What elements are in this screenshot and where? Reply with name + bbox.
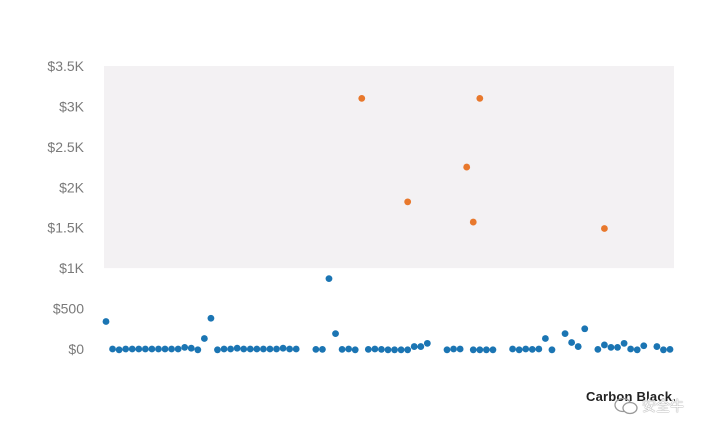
data-point-high	[601, 225, 608, 232]
data-point	[515, 346, 523, 354]
data-point	[594, 346, 602, 353]
data-point	[640, 342, 648, 350]
data-point	[548, 346, 556, 354]
data-point	[194, 346, 202, 354]
y-tick-label: $500	[53, 301, 84, 317]
data-point	[332, 330, 339, 338]
data-point	[227, 345, 235, 353]
data-point	[345, 345, 353, 353]
data-point	[286, 345, 294, 353]
data-point	[253, 345, 261, 353]
data-point	[135, 345, 143, 353]
data-point	[181, 343, 189, 351]
data-point	[207, 314, 215, 322]
data-point	[102, 318, 110, 325]
data-point	[115, 346, 123, 354]
data-point	[620, 339, 628, 347]
data-point	[601, 341, 608, 349]
data-point	[607, 343, 615, 351]
y-tick-label: $2K	[59, 179, 85, 195]
data-point	[371, 345, 379, 353]
data-point	[319, 346, 326, 353]
data-point-high	[463, 163, 471, 171]
data-point	[312, 346, 320, 353]
data-point	[109, 345, 116, 353]
data-point	[541, 335, 549, 342]
data-point	[627, 345, 635, 353]
wechat-icon	[614, 397, 638, 415]
data-point	[417, 343, 425, 350]
data-point	[522, 345, 530, 353]
data-point	[338, 346, 346, 353]
data-point	[214, 346, 221, 354]
y-tick-label: $0	[68, 341, 84, 357]
data-point	[443, 346, 451, 354]
data-point	[653, 343, 661, 350]
data-point	[404, 346, 412, 354]
data-point	[568, 339, 576, 346]
carbon-black-logo: Carbon Black.	[586, 389, 677, 404]
data-point	[266, 345, 274, 353]
data-point	[535, 345, 543, 353]
data-point-high	[404, 198, 412, 206]
y-tick-label: $1K	[59, 260, 85, 276]
data-point	[155, 345, 162, 353]
data-point	[391, 346, 398, 354]
data-point	[450, 345, 457, 353]
data-point	[469, 346, 477, 354]
data-point	[246, 345, 254, 353]
data-point	[423, 339, 431, 347]
watermark-text: 安全牛	[642, 399, 684, 415]
data-point	[528, 346, 536, 353]
data-point	[397, 346, 405, 354]
data-point	[633, 346, 641, 354]
data-point	[410, 343, 418, 350]
data-point	[351, 346, 359, 354]
data-points	[102, 94, 674, 354]
data-point	[378, 346, 385, 353]
y-tick-label: $1.5K	[47, 220, 84, 236]
data-point	[128, 345, 136, 353]
data-point	[660, 346, 667, 354]
data-point	[161, 345, 169, 353]
data-point	[614, 343, 621, 351]
data-point	[581, 325, 589, 333]
data-point	[220, 345, 228, 353]
data-point	[122, 345, 130, 353]
data-point	[292, 345, 300, 353]
data-point	[148, 345, 156, 353]
data-point	[666, 346, 674, 353]
data-point	[187, 344, 195, 352]
data-point	[456, 345, 464, 353]
data-point	[233, 344, 241, 352]
data-point	[574, 343, 582, 350]
data-point-high	[469, 218, 477, 226]
y-tick-label: $2.5K	[47, 139, 84, 155]
data-point	[200, 335, 208, 342]
data-point	[482, 346, 490, 354]
y-tick-label: $3.5K	[47, 58, 84, 74]
data-point	[364, 346, 372, 353]
highlight-band-above-1k	[104, 66, 674, 269]
data-point	[325, 275, 333, 283]
data-point	[273, 345, 280, 353]
data-point-high	[358, 94, 366, 102]
data-point	[279, 344, 287, 352]
y-tick-label: $3K	[59, 98, 85, 114]
data-point	[561, 330, 569, 338]
data-point-high	[476, 94, 484, 102]
y-axis: $0 $500 $1K $1.5K $2K $2.5K $3K $3.5K	[47, 58, 84, 357]
data-point	[259, 345, 267, 353]
data-point	[489, 346, 497, 354]
data-point	[509, 345, 517, 353]
watermark: 安全牛	[613, 396, 684, 416]
data-point	[384, 346, 392, 354]
data-point	[168, 345, 175, 353]
data-point	[240, 345, 248, 353]
data-point	[141, 345, 149, 353]
data-point	[476, 346, 484, 354]
data-point	[174, 345, 182, 353]
